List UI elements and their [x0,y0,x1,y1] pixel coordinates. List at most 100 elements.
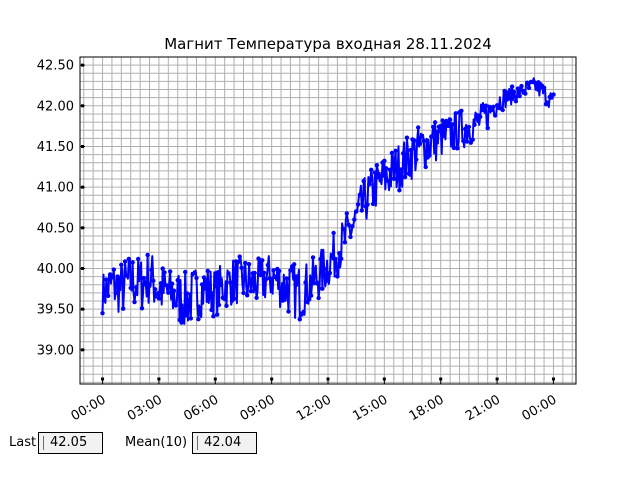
data-point [404,135,410,140]
data-point [269,277,274,282]
data-point [391,176,396,181]
data-point [348,234,353,240]
data-point [455,146,460,151]
data-point [387,167,393,172]
data-point [421,138,426,144]
data-point [284,276,289,281]
data-point [211,314,216,319]
data-point [506,96,511,101]
data-point [186,299,192,304]
data-point [265,262,271,268]
data-point [156,296,162,301]
data-point [459,108,464,114]
data-point [370,201,376,207]
y-tick-marker [81,185,84,189]
data-point [263,277,269,282]
last-value-field[interactable]: 42.05 [38,432,103,454]
data-point [312,269,317,274]
data-point [245,293,250,298]
data-point [109,273,115,278]
data-point [203,277,209,282]
data-point [166,290,171,295]
data-point [414,157,419,162]
data-point [104,277,109,282]
data-point [508,88,513,93]
data-point [523,91,528,96]
data-point [243,260,248,266]
data-point [207,294,212,299]
data-point [427,153,432,158]
data-point [417,141,423,146]
data-point [470,137,475,142]
y-tick-marker [81,104,84,108]
data-point [303,280,308,285]
x-tick-marker [382,377,386,381]
data-point [222,296,227,302]
mean-value-field[interactable]: 42.04 [192,432,257,454]
data-point [485,125,490,131]
data-point [218,282,224,287]
data-point [128,285,133,291]
data-point [171,288,177,293]
data-point [113,290,118,296]
data-point [451,145,457,151]
text-cursor [197,435,198,450]
y-tick-marker [81,307,84,311]
data-point [331,230,336,236]
data-point [209,307,214,313]
data-point [517,93,522,99]
data-point [134,285,139,290]
data-point [226,271,231,276]
data-point [504,90,509,95]
data-point [385,178,391,184]
data-point [280,298,286,303]
data-point [446,123,451,129]
data-point [235,259,240,265]
x-tick-marker [213,377,217,381]
data-point [310,255,316,260]
data-point [124,273,130,278]
y-tick-label: 40.50 [37,221,74,236]
data-point [378,178,383,183]
last-value: 42.05 [50,435,88,450]
data-point [340,226,346,232]
data-point [288,268,293,273]
data-point [292,262,297,267]
x-tick-marker [326,377,330,381]
data-point [416,125,421,130]
x-tick-marker [101,377,105,381]
data-point [453,111,458,116]
data-point [241,290,246,296]
data-point [369,167,374,172]
data-point [447,117,453,122]
data-point [509,84,515,89]
mean-value: 42.04 [204,435,242,450]
data-point [327,270,333,276]
data-point [168,269,173,274]
data-point [205,268,210,274]
data-point [258,272,263,278]
x-tick-marker [270,377,274,381]
data-point [329,254,334,259]
data-point [399,167,404,172]
data-point [130,260,135,265]
data-point [102,298,107,303]
data-point [320,286,325,291]
data-point [389,150,395,156]
data-point [158,281,163,286]
y-tick-label: 41.00 [37,181,74,196]
data-point [121,306,126,311]
data-point [277,268,282,274]
data-point [339,256,344,261]
data-point [194,275,199,281]
data-point [352,217,357,222]
data-point [350,224,355,229]
data-point [188,316,193,321]
data-point [149,267,154,272]
data-point [541,85,547,91]
data-point [449,122,455,127]
y-tick-marker [81,266,84,270]
y-tick-label: 40.00 [37,262,74,277]
data-point [335,274,340,279]
